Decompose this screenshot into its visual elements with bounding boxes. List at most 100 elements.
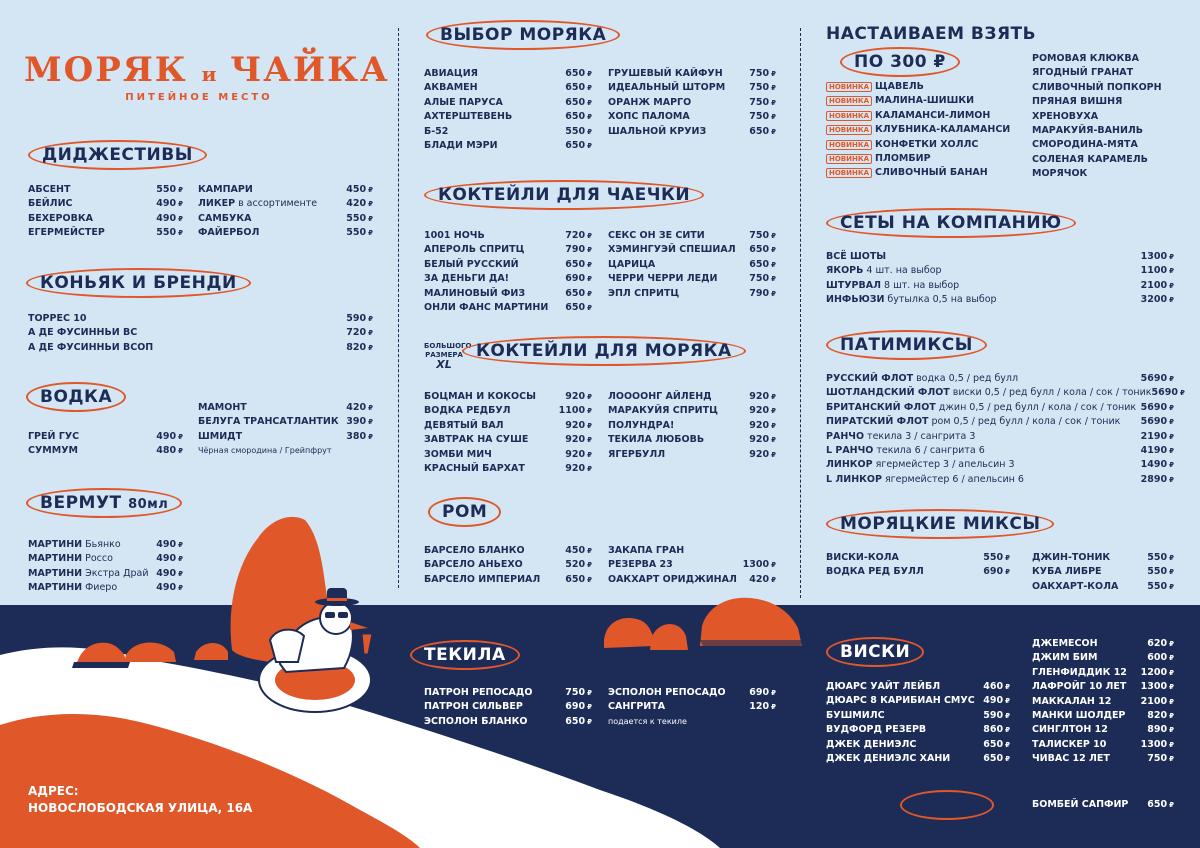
list-item: ВОДКА РЕДБУЛ 1100 ₽ [424,405,592,417]
section-title-digestives: ДИДЖЕСТИВЫ [28,140,207,170]
list-item: ДЖЕК ДЕНИЭЛС 650 ₽ [826,738,1010,750]
address-block: АДРЕС: НОВОСЛОБОДСКАЯ УЛИЦА, 16А [28,783,252,817]
section-title-vodka: ВОДКА [26,382,127,412]
list-item: МАРТИНИ Фиеро 490 ₽ [28,582,183,594]
list-item: ЛАФРОЙГ 10 ЛЕТ 1300 ₽ [1032,681,1174,693]
column-divider-left [398,28,399,588]
list-item: ОАКХАРТ-КОЛА 550 ₽ [1032,580,1174,592]
whisky-list-left: ДЮАРС УАЙТ ЛЕЙБЛ 460 ₽ ДЮАРС 8 КАРИБИАН СМ… [826,680,1010,766]
list-item: ГРЕЙ ГУС 490 ₽ [28,431,183,442]
list-item: МАРТИНИ Бьянко 490 ₽ [28,539,183,550]
list-item: САМБУКА 550 ₽ [198,212,373,224]
vermouth-list: МАРТИНИ Бьянко 490 ₽ МАРТИНИ Россо 490 ₽ МАРТИ… [28,538,183,596]
list-item: ЗА ДЕНЬГИ ДА! 690 ₽ [424,273,592,285]
list-item: БРИТАНСКИЙ ФЛОТ джин 0,5 / ред булл / кол… [826,401,1174,413]
list-item: ЯГОДНЫЙ ГРАНАТ [1032,67,1134,79]
section-title-whisky: ВИСКИ [826,637,925,667]
list-item: ЧИВАС 12 ЛЕТ 750 ₽ [1032,753,1174,765]
list-item: МАРТИНИ Россо 490 ₽ [28,553,183,565]
list-item: ШМИДТ 380 ₽ [198,430,373,442]
list-item: БОМБЕЙ САПФИР 650 ₽ [1032,799,1174,810]
list-item: НОВИНКА ЩАВЕЛЬ [826,80,1016,94]
list-item: МАРАКУЙЯ СПРИТЦ 920 ₽ [608,405,776,417]
list-item: АКВАМЕН 650 ₽ [424,82,592,94]
list-item: ОАКХАРТ ОРИДЖИНАЛ 420 ₽ [608,573,776,585]
list-item: МАЛИНОВЫЙ ФИЗ 650 ₽ [424,287,592,299]
list-item: ВИСКИ-КОЛА 550 ₽ [826,552,1010,563]
column-divider-right [800,28,801,598]
list-item: ЭСПОЛОН БЛАНКО 650 ₽ [424,715,592,727]
sailor-choice-list-left: АВИАЦИЯ 650 ₽ АКВАМЕН 650 ₽ АЛЫЕ ПАРУСА 650 ₽ … [424,67,592,153]
list-item: БОЦМАН И КОКОСЫ 920 ₽ [424,391,592,402]
brand-subtitle: ПИТЕЙНОЕ МЕСТО [125,92,273,103]
list-item: БЕХЕРОВКА 490 ₽ [28,212,183,224]
gull-cocktails-list-left: 1001 НОЧЬ 720 ₽ АПЕРОЛЬ СПРИТЦ 790 ₽ БЕЛЫЙ Р… [424,229,592,315]
list-item: АПЕРОЛЬ СПРИТЦ 790 ₽ [424,244,592,256]
list-item: 1001 НОЧЬ 720 ₽ [424,230,592,241]
digestives-list-right: КАМПАРИ 450 ₽ ЛИКЕР в ассортименте 420 ₽ САМБ… [198,183,373,241]
vodka-list-right: МАМОНТ 420 ₽ БЕЛУГА ТРАНСАТЛАНТИК 390 ₽ ШМИД… [198,401,373,459]
list-item: СЛИВОЧНЫЙ ПОПКОРН [1032,81,1162,93]
list-item: БАРСЕЛО ИМПЕРИАЛ 650 ₽ [424,573,592,585]
sailor-cocktails-list-right: ЛООООНГ АЙЛЕНД 920 ₽ МАРАКУЙЯ СПРИТЦ 920 ₽ П… [608,390,776,462]
list-item: КАМПАРИ 450 ₽ [198,184,373,195]
tinctures-list-left: НОВИНКА ЩАВЕЛЬ НОВИНКА МАЛИНА-ШИШКИ НОВИНК… [826,80,1016,181]
rum-list-right: ЗАКАПА ГРАН РЕЗЕРВА 23 1300 ₽ ОАКХАРТ ОРИД… [608,544,776,587]
gin-list: БОМБЕЙ САПФИР 650 ₽ [1032,798,1174,812]
list-item: ТОРРЕС 10 590 ₽ [28,313,373,324]
list-item: СОЛЕНАЯ КАРАМЕЛЬ [1032,153,1148,165]
list-item: ПИРАТСКИЙ ФЛОТ ром 0,5 / ред булл / кола … [826,416,1174,428]
list-item: МАМОНТ 420 ₽ [198,402,373,413]
list-item: СЕКС ОН ЗЕ СИТИ 750 ₽ [608,230,776,241]
list-item: ГРУШЕВЫЙ КАЙФУН 750 ₽ [608,68,776,79]
list-item: Б-52 550 ₽ [424,125,592,137]
list-item: ТАЛИСКЕР 10 1300 ₽ [1032,738,1174,750]
tequila-note: подается к текиле [608,716,687,726]
list-item: НОВИНКА КЛУБНИКА-КАЛАМАНСИ [826,123,1016,137]
tequila-list-right: ЭСПОЛОН РЕПОСАДО 690 ₽ САНГРИТА 120 ₽ подает… [608,686,776,729]
list-item: МАККАЛАН 12 2100 ₽ [1032,695,1174,707]
sailor-choice-list-right: ГРУШЕВЫЙ КАЙФУН 750 ₽ ИДЕАЛЬНЫЙ ШТОРМ 750 ₽ … [608,67,776,139]
list-item: АБСЕНТ 550 ₽ [28,184,183,195]
list-item: РЕЗЕРВА 23 1300 ₽ [608,559,776,571]
brand-logo: МОРЯК и ЧАЙКА ПИТЕЙНОЕ МЕСТО [24,50,388,103]
list-item: ВУДФОРД РЕЗЕРВ 860 ₽ [826,724,1010,736]
list-item: НОВИНКА КАЛАМАНСИ-ЛИМОН [826,109,1016,123]
list-item: ДЮАРС УАЙТ ЛЕЙБЛ 460 ₽ [826,681,1010,692]
list-item: ДЮАРС 8 КАРИБИАН СМУС 490 ₽ [826,695,1010,707]
list-item: ХОПС ПАЛОМА 750 ₽ [608,111,776,123]
list-item: НОВИНКА МАЛИНА-ШИШКИ [826,94,1016,108]
sailor-mixes-list-right: ДЖИН-ТОНИК 550 ₽ КУБА ЛИБРЕ 550 ₽ ОАКХАРТ-КО… [1032,551,1174,594]
list-item: ПАТРОН СИЛЬВЕР 690 ₽ [424,701,592,713]
section-title-rum: РОМ [428,497,502,527]
list-item: ЗАКАПА ГРАН [608,545,685,556]
list-item: ПАТРОН РЕПОСАДО 750 ₽ [424,687,592,698]
list-item: ИДЕАЛЬНЫЙ ШТОРМ 750 ₽ [608,82,776,94]
rum-list-left: БАРСЕЛО БЛАНКО 450 ₽ БАРСЕЛО АНЬЕХО 520 ₽ БА… [424,544,592,587]
list-item: L ЛИНКОР ягермейстер 6 / апельсин 6 2890 ₽ [826,473,1174,485]
list-item: L РАНЧО текила 6 / сангрита 6 4190 ₽ [826,445,1174,457]
list-item: АВИАЦИЯ 650 ₽ [424,68,592,79]
list-item: АХТЕРШТЕВЕНЬ 650 ₽ [424,111,592,123]
whisky-list-right: ДЖЕМЕСОН 620 ₽ ДЖИМ БИМ 600 ₽ ГЛЕНФИДДИК 12 1… [1032,637,1174,767]
vodka-note: Чёрная смородина / Грейпфрут [198,446,332,456]
list-item: ДЖЕМЕСОН 620 ₽ [1032,638,1174,649]
section-title-sailor-choice: ВЫБОР МОРЯКА [426,20,621,50]
cognac-list: ТОРРЕС 10 590 ₽ А ДЕ ФУСИННЬИ ВС 720 ₽ А ДЕ … [28,312,373,355]
section-title-sailor-mixes: МОРЯЦКИЕ МИКСЫ [826,509,1055,539]
list-item: ЭСПОЛОН РЕПОСАДО 690 ₽ [608,687,776,698]
list-item: ЛООООНГ АЙЛЕНД 920 ₽ [608,391,776,402]
sets-list: ВСЁ ШОТЫ 1300 ₽ ЯКОРЬ 4 шт. на выбор 1100 ₽ Ш… [826,250,1174,308]
list-item: МОРЯЧОК [1032,168,1088,180]
list-item: РУССКИЙ ФЛОТ водка 0,5 / ред булл 5690 ₽ [826,373,1174,384]
sailor-cocktails-list-left: БОЦМАН И КОКОСЫ 920 ₽ ВОДКА РЕДБУЛ 1100 ₽ ДЕ… [424,390,592,476]
list-item: А ДЕ ФУСИННЬИ ВС 720 ₽ [28,327,373,339]
list-item: МАРТИНИ Экстра Драй 490 ₽ [28,567,183,579]
list-item: БЕЛУГА ТРАНСАТЛАНТИК 390 ₽ [198,416,373,428]
tinctures-price-tag: ПО 300 ₽ [840,47,960,77]
address-value: НОВОСЛОБОДСКАЯ УЛИЦА, 16А [28,801,253,815]
list-item: РАНЧО текила 3 / сангрита 3 2190 ₽ [826,430,1174,442]
list-item: ПРЯНАЯ ВИШНЯ [1032,96,1123,108]
list-item: НОВИНКА ПЛОМБИР [826,152,1016,166]
list-item: ДЖИМ БИМ 600 ₽ [1032,652,1174,664]
